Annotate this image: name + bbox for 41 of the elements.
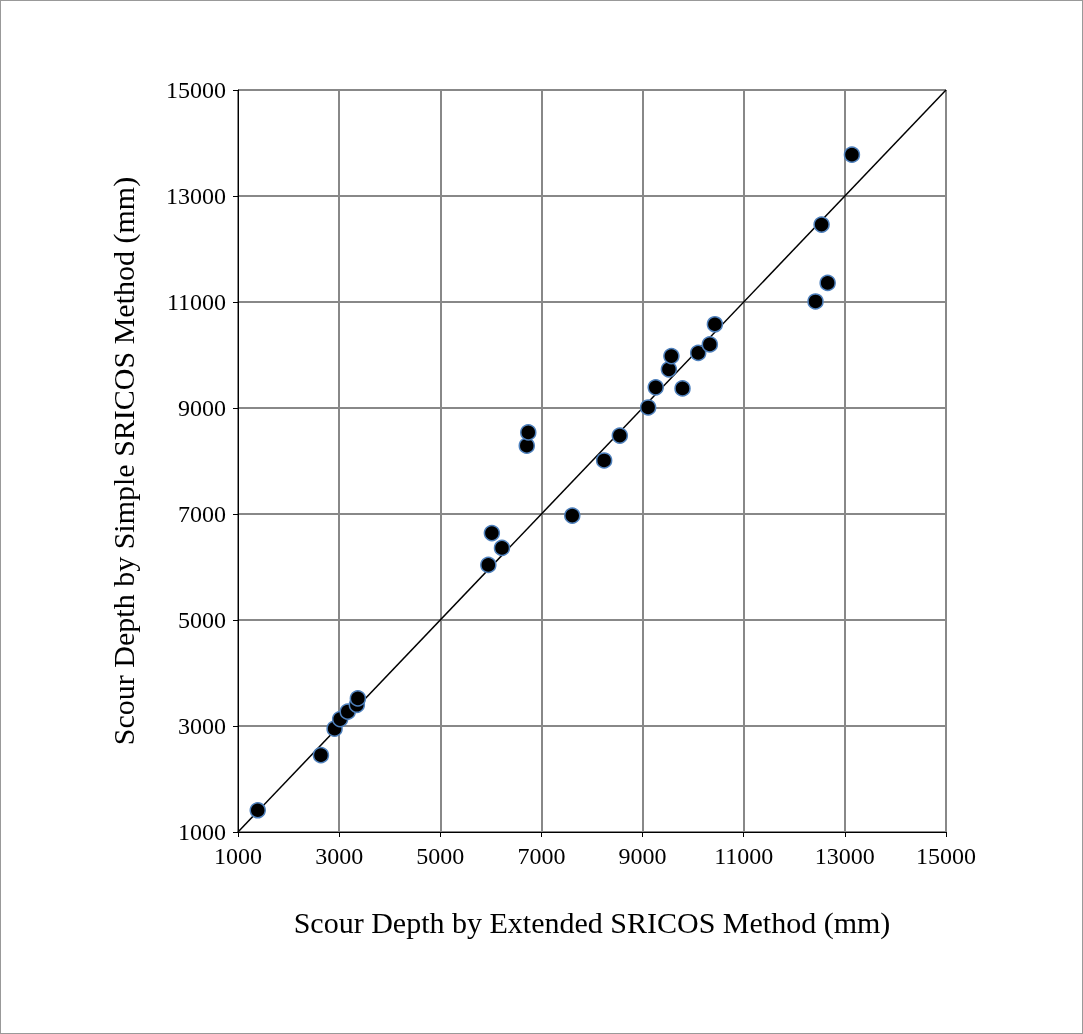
point <box>611 427 629 444</box>
y-tick-label: 11000 <box>166 289 226 315</box>
x-tick-label: 15000 <box>916 843 976 869</box>
point <box>689 344 707 362</box>
point <box>520 424 537 441</box>
point <box>595 452 613 469</box>
point <box>647 379 664 396</box>
point <box>518 437 536 454</box>
x-tick-label: 1000 <box>214 843 262 869</box>
y-tick-label: 3000 <box>178 713 226 739</box>
x-tick-label: 3000 <box>315 843 364 869</box>
x-axis-title: Scour Depth by Extended SRICOS Method (mm) <box>293 905 891 940</box>
y-axis-title: Scour Depth by Simple SRICOS Method (mm) <box>106 176 141 746</box>
x-tick-label: 7000 <box>517 843 566 869</box>
point <box>706 316 724 333</box>
point <box>813 216 830 233</box>
point <box>349 690 367 707</box>
point <box>480 556 497 574</box>
y-tick-label: 13000 <box>166 183 226 209</box>
point <box>564 507 581 524</box>
y-tick-label: 1000 <box>178 819 226 845</box>
point <box>639 399 657 416</box>
point <box>807 293 824 310</box>
y-tick-label: 15000 <box>166 77 226 103</box>
x-tick-label: 11000 <box>714 843 774 869</box>
point <box>674 380 691 397</box>
x-tick-label: 5000 <box>416 843 465 869</box>
x-tick-label: 9000 <box>618 843 667 869</box>
y-tick-label: 5000 <box>178 607 226 633</box>
point <box>701 336 719 353</box>
point <box>483 524 501 542</box>
point <box>249 802 266 819</box>
point <box>843 146 861 163</box>
point <box>312 746 330 764</box>
y-tick-label: 7000 <box>178 501 226 527</box>
y-tick-label: 9000 <box>178 395 226 421</box>
point <box>493 539 511 557</box>
point <box>819 274 836 292</box>
x-tick-label: 13000 <box>814 843 875 869</box>
point <box>663 347 680 365</box>
point <box>660 361 678 378</box>
